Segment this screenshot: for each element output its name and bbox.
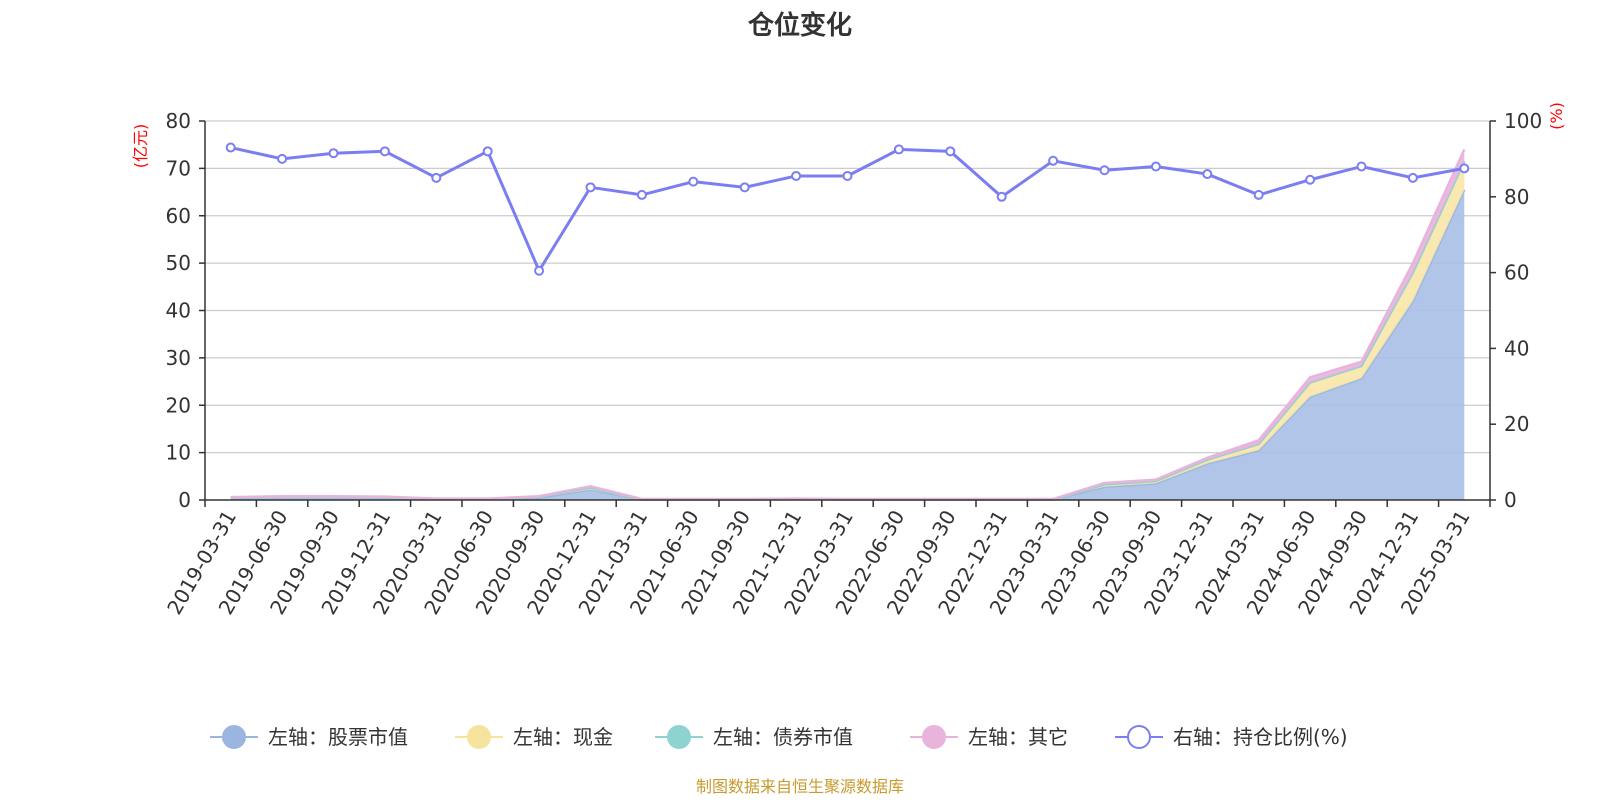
- ratio-point: [1305, 174, 1316, 185]
- ratio-point: [636, 189, 647, 200]
- chart-title: 仓位变化: [747, 10, 852, 41]
- legend-label: 左轴：现金: [513, 725, 613, 749]
- left-axis-tick-label: 70: [166, 156, 191, 180]
- left-axis-tick-label: 30: [166, 346, 191, 370]
- left-axis-tick-label: 50: [166, 251, 191, 275]
- ratio-point: [688, 176, 699, 187]
- ratio-point: [328, 148, 339, 159]
- right-axis-tick-label: 80: [1504, 185, 1529, 209]
- legend-circle-icon: [667, 725, 691, 749]
- ratio-point: [1459, 163, 1470, 174]
- right-axis-unit: (%): [1547, 102, 1566, 130]
- legend-label: 左轴：股票市值: [268, 725, 408, 749]
- ratio-point: [482, 146, 493, 157]
- right-axis-tick-label: 60: [1504, 261, 1529, 285]
- ratio-point: [945, 146, 956, 157]
- legend-circle-icon: [222, 725, 246, 749]
- ratio-point: [739, 182, 750, 193]
- ratio-point: [1253, 189, 1264, 200]
- ratio-point: [791, 170, 802, 181]
- legend-hollow-circle-icon: [1127, 725, 1151, 749]
- axes: 010203040506070800204060801002019-03-312…: [162, 109, 1542, 619]
- right-axis-tick-label: 100: [1504, 109, 1542, 133]
- left-axis-unit: (亿元): [131, 124, 150, 169]
- ratio-point: [842, 170, 853, 181]
- ratio-point: [1099, 165, 1110, 176]
- data-source-note: 制图数据来自恒生聚源数据库: [696, 777, 904, 796]
- left-axis-tick-label: 0: [178, 488, 191, 512]
- series-area-0: [230, 189, 1465, 500]
- ratio-point: [534, 265, 545, 276]
- left-axis-tick-label: 60: [166, 204, 191, 228]
- ratio-point: [277, 153, 288, 164]
- ratio-point: [996, 191, 1007, 202]
- left-axis-tick-label: 80: [166, 109, 191, 133]
- left-axis-tick-label: 40: [166, 299, 191, 323]
- legend-circle-icon: [922, 725, 946, 749]
- legend-label: 右轴：持仓比例(%): [1173, 725, 1348, 749]
- series-line-3: [230, 148, 1466, 501]
- left-axis-tick-label: 10: [166, 441, 191, 465]
- right-axis-tick-label: 40: [1504, 336, 1529, 360]
- ratio-point: [1356, 161, 1367, 172]
- ratio-point: [585, 182, 596, 193]
- ratio-point: [893, 144, 904, 155]
- legend: 左轴：股票市值 左轴：现金 左轴：债券市值 左轴：其它 右轴：持仓比例(%): [210, 725, 1348, 749]
- legend-label: 左轴：其它: [968, 725, 1068, 749]
- ratio-point: [1150, 161, 1161, 172]
- area-series-layer: [230, 148, 1466, 501]
- ratio-line: [230, 146, 1465, 274]
- ratio-point: [1202, 169, 1213, 180]
- right-axis-tick-label: 0: [1504, 488, 1517, 512]
- ratio-point: [225, 142, 236, 153]
- ratio-point: [431, 172, 442, 183]
- right-axis-tick-label: 20: [1504, 412, 1529, 436]
- left-axis-tick-label: 20: [166, 393, 191, 417]
- ratio-point: [1407, 172, 1418, 183]
- ratio-line-layer: [225, 142, 1470, 276]
- ratio-point: [1048, 155, 1059, 166]
- legend-circle-icon: [467, 725, 491, 749]
- legend-label: 左轴：债券市值: [713, 725, 853, 749]
- ratio-point: [379, 146, 390, 157]
